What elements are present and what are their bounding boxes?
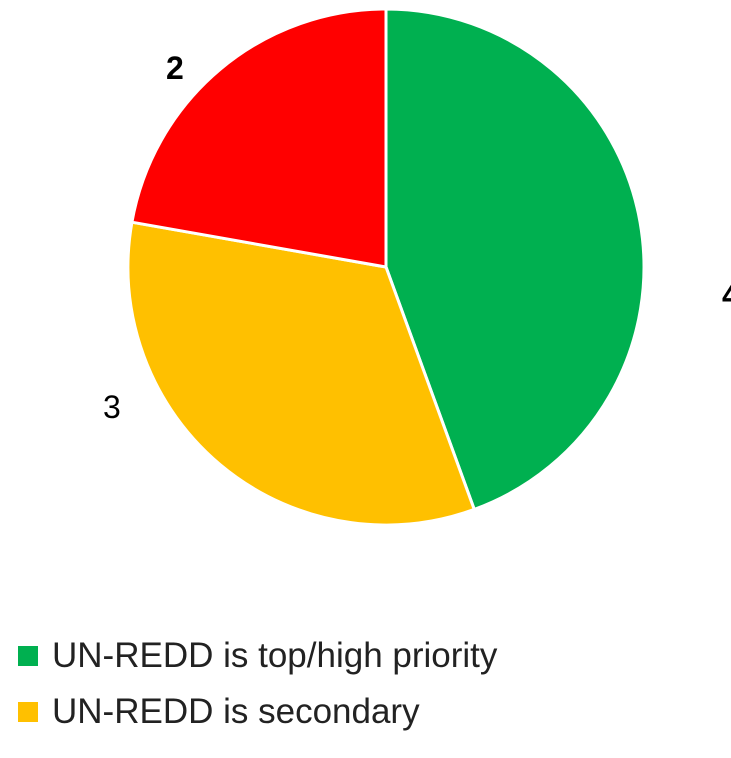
legend-swatch-yellow xyxy=(18,702,38,722)
pie-slices xyxy=(126,7,646,527)
pie-data-label-0: 4 xyxy=(722,277,731,313)
legend-label: UN-REDD is top/high priority xyxy=(52,636,498,675)
pie-slice-1 xyxy=(126,220,477,527)
legend-label: UN-REDD is secondary xyxy=(52,692,420,731)
pie-data-label-2: 2 xyxy=(166,50,184,86)
pie-data-label-1: 3 xyxy=(103,389,121,425)
pie-slice-0 xyxy=(384,7,646,512)
pie-slice-2 xyxy=(130,7,388,269)
legend: UN-REDD is top/high priority UN-REDD is … xyxy=(18,628,497,740)
legend-item-secondary: UN-REDD is secondary xyxy=(18,684,497,740)
pie-data-labels: 4 3 2 xyxy=(103,50,731,425)
legend-item-top-priority: UN-REDD is top/high priority xyxy=(18,628,497,684)
pie-chart: 4 3 2 xyxy=(103,7,731,527)
legend-swatch-green xyxy=(18,646,38,666)
